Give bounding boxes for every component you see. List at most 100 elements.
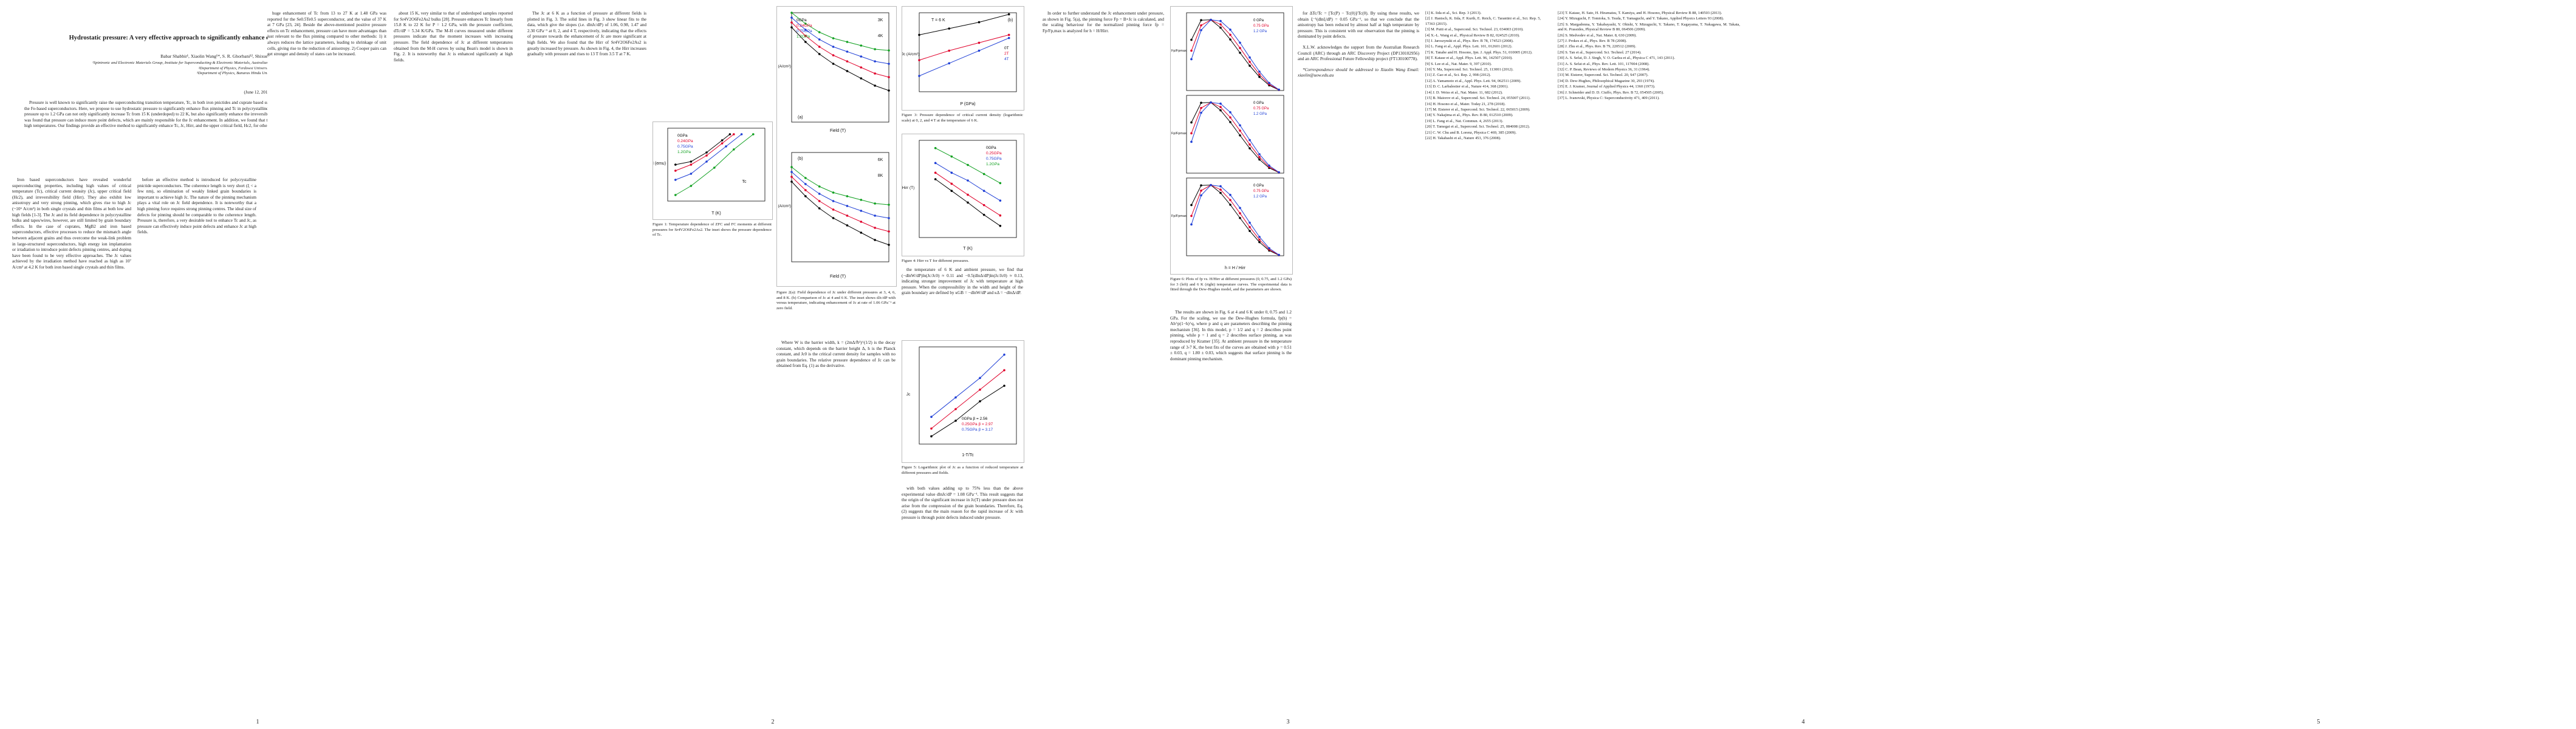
data-point	[888, 244, 890, 246]
x-axis-label: P (GPa)	[960, 102, 975, 106]
series-line	[919, 14, 1009, 35]
series-line	[791, 171, 889, 219]
data-point	[982, 173, 985, 176]
x-axis-label: h = H / Hirr	[1225, 266, 1246, 270]
reference-item: [11] Z. Gao et al., Sci. Rep. 2, 998 (20…	[1425, 73, 1492, 78]
data-point	[954, 396, 957, 399]
data-point	[1239, 217, 1241, 219]
legend-entry: 0GPa	[796, 18, 807, 22]
data-point	[967, 179, 969, 182]
data-point	[874, 48, 876, 50]
reference-item: [25] S. Margadonna, Y. Takabayashi, Y. O…	[1558, 22, 1740, 32]
tc-annotation: Tc	[742, 180, 747, 184]
body-column-2: Where W is the barrier width, k = (2mΔ/ℏ…	[776, 340, 896, 370]
reference-item: [14] J. D. Weiss et al., Nat. Mater. 11,…	[1425, 90, 1503, 95]
plot-frame	[1186, 95, 1284, 174]
data-point	[1219, 109, 1222, 112]
paragraph: for ΔTc/Tc = [Tc(P) − Tc(0)]/Tc(0). By u…	[1298, 11, 1419, 39]
data-point	[804, 183, 807, 185]
reference-item: [13] D. C. Larbalestier et al., Nature 4…	[1425, 84, 1509, 89]
data-point	[846, 41, 849, 43]
series-line	[1191, 19, 1279, 91]
data-point	[1190, 140, 1193, 143]
series-line	[791, 166, 889, 205]
data-point	[804, 189, 807, 191]
data-point	[860, 66, 863, 69]
body-column-1: In order to further understand the Jc en…	[1043, 11, 1164, 35]
figure-5-caption: Figure 5: Logarithmic plot of Jc as a fu…	[902, 465, 1023, 475]
condition-label: T = 6 K	[931, 18, 945, 22]
correspondence: *Correspondence should be addressed to X…	[1298, 67, 1419, 78]
data-point	[790, 26, 793, 29]
data-point	[888, 89, 890, 92]
page-1-right: huge enhancement of Tc from 13 to 27 K a…	[267, 0, 515, 729]
affiliation-3: ³Department of Physics, Banaras Hindu Un…	[196, 71, 319, 76]
data-point	[1249, 61, 1251, 63]
data-point	[999, 214, 1002, 217]
reference-item: [8] T. Katase et al., Appl. Phys. Lett. …	[1425, 56, 1513, 61]
data-point	[818, 185, 821, 188]
figure-4-caption: Figure 4: Hirr vs T for different pressu…	[902, 259, 969, 263]
plot-frame	[791, 152, 889, 262]
series-line	[1191, 102, 1279, 173]
data-point	[733, 148, 735, 151]
data-point	[1239, 47, 1241, 49]
reference-item: [35] E. J. Kramer, Journal of Applied Ph…	[1558, 84, 1656, 89]
affiliation-1: ¹Spintronic and Electronic Materials Gro…	[92, 61, 423, 65]
data-point	[950, 171, 953, 174]
paper-title: Hydrostatic pressure: A very effective a…	[69, 35, 447, 41]
data-point	[818, 200, 821, 202]
data-point	[705, 160, 708, 163]
data-point	[1268, 164, 1270, 167]
data-point	[1219, 23, 1222, 26]
data-point	[888, 204, 890, 206]
legend-entry: 1.2GPa	[986, 162, 999, 166]
legend-entry: 0.75 GPa	[1253, 190, 1269, 193]
page-number: 2	[771, 719, 775, 725]
figure-4: 0GPa 0.25GPa 0.75GPa 1.2GPa T (K) Hirr (T)	[902, 134, 1024, 256]
data-point	[930, 427, 933, 430]
plot-frame	[1186, 177, 1284, 256]
plot-frame	[919, 140, 1017, 238]
plot-frame	[791, 12, 889, 123]
data-point	[1200, 111, 1202, 114]
legend-entry: 4T	[1004, 57, 1009, 61]
data-point	[1249, 221, 1251, 224]
reference-item: [5] J. Jaroszynski et al., Phys. Rev. B …	[1425, 39, 1514, 44]
series-line	[675, 134, 754, 196]
body-column-1: Iron based superconductors have revealed…	[12, 177, 131, 272]
data-point	[979, 377, 981, 379]
series-line	[1191, 185, 1279, 256]
data-point	[752, 133, 755, 135]
body-column-2: The results are shown in Fig. 6 at 4 and…	[1170, 310, 1292, 363]
reference-item: [19] L. Fang et al., Nat. Commun. 4, 265…	[1425, 118, 1504, 123]
data-point	[1229, 29, 1231, 31]
data-point	[1249, 56, 1251, 59]
legend-entry: 0.75GPa β = 3.17	[962, 428, 993, 432]
data-point	[846, 50, 849, 53]
panel-label: (a)	[798, 115, 803, 120]
page-4: [23] T. Katase, H. Sato, H. Hiramatsu, T…	[1546, 0, 2061, 729]
legend-entry: 2T	[1004, 52, 1009, 56]
data-point	[1249, 226, 1251, 228]
paper-date: (June 12, 2014)	[244, 90, 272, 95]
series-line	[1191, 185, 1279, 256]
data-point	[888, 63, 890, 65]
legend-entry: 0.75GPa	[796, 29, 812, 33]
data-point	[1200, 106, 1202, 109]
data-point	[1239, 52, 1241, 54]
data-point	[967, 193, 969, 196]
panel-label: (b)	[1008, 18, 1013, 22]
data-point	[918, 59, 920, 61]
data-point	[934, 162, 937, 165]
data-point	[846, 205, 849, 207]
x-axis-label: Field (T)	[830, 129, 846, 133]
data-point	[999, 225, 1002, 227]
data-point	[740, 133, 743, 135]
data-point	[934, 171, 937, 174]
